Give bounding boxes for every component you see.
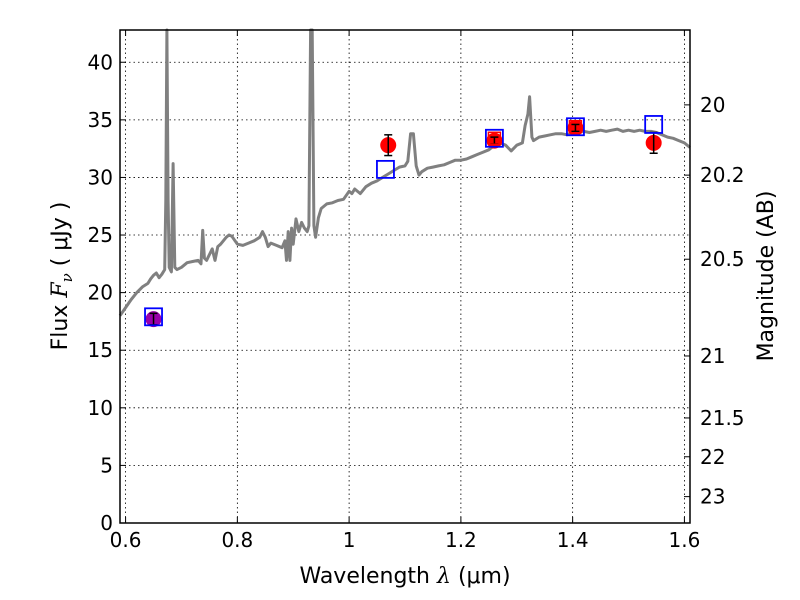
y-tick-label: 40 — [88, 50, 113, 74]
model-point — [644, 115, 664, 134]
y-axis-label-subscript: ν — [58, 273, 76, 282]
model-point — [376, 159, 395, 179]
model-point-inner — [487, 131, 502, 146]
y2-tick-label: 20 — [700, 93, 725, 117]
x-tick-label: 0.6 — [110, 528, 142, 552]
plot-frame — [119, 29, 691, 524]
y-tick-label: 15 — [88, 338, 113, 362]
y-tick-label: 20 — [88, 281, 113, 305]
y-axis-label-text: Flux — [48, 305, 73, 351]
y2-tick-label: 23 — [700, 485, 725, 509]
y2-tick-label: 22 — [700, 445, 725, 469]
model-point — [144, 307, 163, 327]
y-tick-label: 10 — [88, 396, 113, 420]
ticks-layer: 0.6 0.8 1 1.2 1.4 1.6 0 5 10 15 20 25 30 35 40 20 20.2 20… — [88, 30, 745, 552]
x-axis-label-symbol: λ — [436, 564, 451, 589]
y2-tick-label: 21 — [700, 344, 725, 368]
x-tick-label: 1.4 — [557, 528, 589, 552]
spectrum-line — [118, 28, 691, 317]
y-axis-label-symbol: F — [48, 282, 73, 299]
y-axis-label: Flux Fν ( μJy ) — [48, 202, 76, 351]
y2-tick-label: 20.2 — [700, 163, 745, 187]
model-point-inner — [568, 120, 583, 134]
y2-tick-label: 21.5 — [700, 406, 745, 430]
spectrum-layer — [118, 28, 691, 317]
x-tick-label: 1.6 — [669, 528, 701, 552]
y-tick-label: 5 — [100, 453, 113, 477]
x-tick-label: 1 — [343, 528, 356, 552]
model-point — [485, 128, 504, 148]
x-axis-label: Wavelength λ (μm) — [299, 564, 510, 589]
y2-tick-label: 20.5 — [700, 247, 745, 271]
x-tick-label: 0.8 — [221, 528, 253, 552]
y-axis-label-unit: ( μJy ) — [48, 202, 73, 267]
y-tick-label: 30 — [88, 165, 113, 189]
points-layer — [144, 115, 664, 328]
x-axis-label-text: Wavelength — [299, 564, 430, 589]
y-tick-label: 0 — [100, 511, 113, 535]
model-point — [566, 117, 585, 137]
y2-axis-label: Magnitude (AB) — [754, 191, 779, 362]
y-tick-label: 25 — [88, 223, 113, 247]
x-tick-label: 1.2 — [445, 528, 477, 552]
grid-layer — [120, 30, 690, 524]
x-axis-label-unit: (μm) — [458, 564, 511, 589]
y-tick-label: 35 — [88, 108, 113, 132]
